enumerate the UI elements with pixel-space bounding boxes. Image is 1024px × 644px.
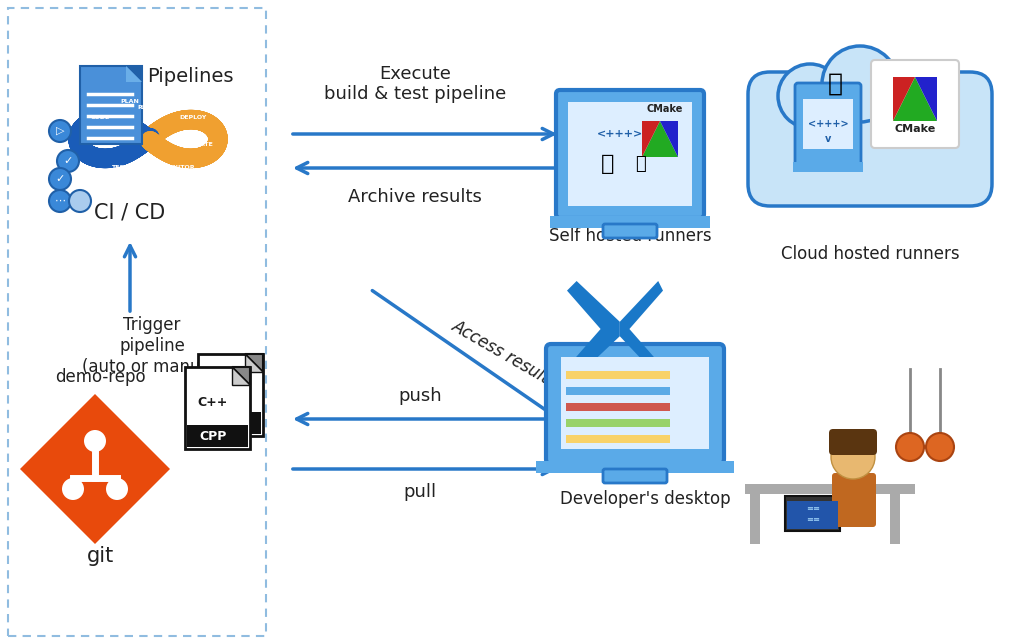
- Polygon shape: [126, 66, 142, 82]
- Polygon shape: [245, 354, 263, 372]
- Text: MONITOR: MONITOR: [161, 164, 195, 169]
- FancyBboxPatch shape: [829, 429, 877, 455]
- Text: Cloud hosted runners: Cloud hosted runners: [780, 245, 959, 263]
- Text: RELEASE: RELEASE: [137, 104, 169, 109]
- Text: PLAN: PLAN: [121, 99, 139, 104]
- Text: CMake: CMake: [894, 124, 936, 134]
- Text: Pipelines: Pipelines: [146, 66, 233, 86]
- Polygon shape: [642, 121, 660, 157]
- FancyBboxPatch shape: [795, 83, 861, 167]
- Polygon shape: [620, 281, 663, 377]
- FancyBboxPatch shape: [198, 354, 263, 436]
- FancyBboxPatch shape: [8, 8, 266, 636]
- Circle shape: [57, 150, 79, 172]
- Bar: [890, 494, 900, 544]
- FancyBboxPatch shape: [603, 224, 657, 238]
- Bar: [793, 162, 863, 172]
- Text: ✓: ✓: [55, 174, 65, 184]
- Bar: [200, 412, 261, 434]
- Bar: [566, 371, 670, 379]
- Text: <+++>: <+++>: [808, 119, 848, 129]
- FancyBboxPatch shape: [831, 473, 876, 527]
- Bar: [803, 99, 853, 149]
- Text: v: v: [824, 134, 831, 144]
- Polygon shape: [893, 77, 915, 121]
- Bar: [745, 484, 915, 494]
- Text: CPP: CPP: [200, 430, 226, 442]
- Bar: [561, 357, 709, 449]
- Polygon shape: [567, 281, 620, 377]
- Polygon shape: [232, 367, 250, 385]
- Bar: [566, 403, 670, 411]
- FancyBboxPatch shape: [185, 367, 250, 449]
- Text: ✓: ✓: [63, 156, 73, 166]
- Bar: [566, 435, 670, 443]
- Circle shape: [62, 478, 84, 500]
- FancyBboxPatch shape: [603, 469, 667, 483]
- Circle shape: [822, 46, 898, 122]
- Circle shape: [106, 478, 128, 500]
- Text: DEPLOY: DEPLOY: [179, 115, 207, 120]
- Text: Access results: Access results: [450, 317, 561, 392]
- Bar: [568, 102, 692, 206]
- Text: CODE: CODE: [90, 115, 110, 120]
- Polygon shape: [893, 77, 937, 121]
- Circle shape: [69, 190, 91, 212]
- Text: 🦬: 🦬: [635, 155, 645, 173]
- Text: 🦬: 🦬: [827, 72, 843, 96]
- Text: Trigger
pipeline
(auto or manual): Trigger pipeline (auto or manual): [82, 316, 222, 376]
- Text: Archive results: Archive results: [348, 188, 482, 206]
- Text: Execute
build & test pipeline: Execute build & test pipeline: [324, 64, 506, 104]
- FancyBboxPatch shape: [80, 66, 142, 144]
- Circle shape: [831, 435, 874, 479]
- Text: ▷: ▷: [55, 126, 65, 136]
- Polygon shape: [642, 121, 678, 157]
- Bar: [550, 216, 710, 228]
- Text: git: git: [86, 546, 114, 566]
- Bar: [566, 419, 670, 427]
- Bar: [787, 501, 838, 529]
- Polygon shape: [245, 354, 263, 372]
- Text: BUILD: BUILD: [127, 167, 148, 171]
- FancyBboxPatch shape: [556, 90, 705, 218]
- Bar: [536, 461, 734, 473]
- Text: CI / CD: CI / CD: [94, 202, 166, 222]
- Bar: [566, 387, 670, 395]
- Polygon shape: [660, 121, 678, 157]
- Polygon shape: [20, 394, 170, 544]
- Text: ⋯: ⋯: [54, 196, 66, 206]
- Circle shape: [896, 433, 924, 461]
- Text: OPERATE: OPERATE: [182, 142, 214, 146]
- Text: CMake: CMake: [647, 104, 683, 114]
- Text: CPP: CPP: [212, 417, 240, 430]
- Bar: [750, 494, 760, 544]
- Text: pull: pull: [403, 483, 436, 501]
- Bar: [187, 425, 248, 447]
- Text: Self hosted runners: Self hosted runners: [549, 227, 712, 245]
- FancyBboxPatch shape: [871, 60, 959, 148]
- Text: C++: C++: [211, 383, 242, 395]
- FancyBboxPatch shape: [546, 344, 724, 464]
- Text: C++: C++: [198, 395, 228, 408]
- FancyBboxPatch shape: [785, 496, 840, 531]
- Text: <+++>: <+++>: [597, 129, 643, 139]
- Circle shape: [49, 168, 71, 190]
- Polygon shape: [126, 66, 142, 82]
- Text: 🦬: 🦬: [601, 154, 614, 174]
- Polygon shape: [232, 367, 250, 385]
- Text: ≡≡
≡≡: ≡≡ ≡≡: [806, 504, 820, 524]
- Polygon shape: [915, 77, 937, 121]
- Circle shape: [926, 433, 954, 461]
- Circle shape: [49, 120, 71, 142]
- Circle shape: [49, 190, 71, 212]
- Text: Developer's desktop: Developer's desktop: [560, 490, 730, 508]
- FancyBboxPatch shape: [748, 72, 992, 206]
- Text: TEST: TEST: [112, 164, 129, 169]
- Text: demo-repo: demo-repo: [54, 368, 145, 386]
- Circle shape: [885, 66, 945, 126]
- Circle shape: [778, 64, 842, 128]
- Text: push: push: [398, 387, 441, 405]
- Circle shape: [84, 430, 106, 452]
